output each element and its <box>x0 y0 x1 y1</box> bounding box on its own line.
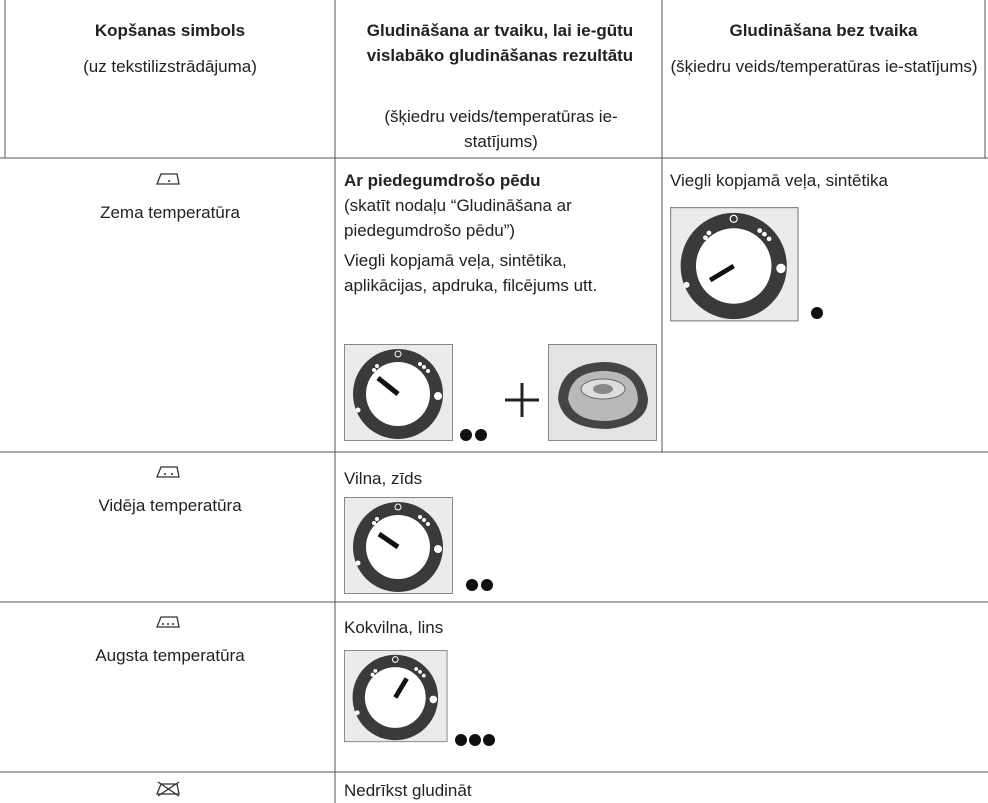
plus-sign <box>505 383 539 417</box>
cell-text: Vilna, zīds <box>344 469 423 488</box>
header-title: Gludināšana bez tvaika <box>729 21 918 40</box>
iron-shoe-image <box>548 344 657 441</box>
iron-symbol-none <box>156 781 180 797</box>
dot <box>460 429 472 441</box>
dial <box>670 206 799 322</box>
dial <box>344 497 453 594</box>
dot <box>455 734 467 746</box>
cell-text: Nedrīkst gludināt <box>344 781 472 800</box>
cell-title: Ar piedegumdrošo pēdu <box>344 171 541 190</box>
dot <box>466 579 478 591</box>
header-title: Gludināšana ar tvaiku, lai ie-gūtu visla… <box>366 21 634 65</box>
dot <box>469 734 481 746</box>
dial <box>344 649 448 743</box>
iron-symbol-medium <box>156 466 180 478</box>
header-subtitle: (šķiedru veids/temperatūras ie-statījums… <box>670 57 978 76</box>
row-label: Vidēja temperatūra <box>98 496 242 515</box>
row-label: Zema temperatūra <box>100 203 240 222</box>
cell-text: Viegli kopjamā veļa, sintētika <box>670 171 888 190</box>
dot <box>475 429 487 441</box>
cell-note: (skatīt nodaļu “Gludināšana ar piedegumd… <box>344 196 572 240</box>
row-label: Augsta temperatūra <box>95 646 245 665</box>
header-subtitle: (šķiedru veids/temperatūras ie-statījums… <box>384 107 618 151</box>
cell-text: Kokvilna, lins <box>344 618 444 637</box>
iron-symbol-high <box>156 616 180 628</box>
dot <box>481 579 493 591</box>
dial <box>344 344 453 441</box>
iron-symbol-low <box>156 173 180 185</box>
header-subtitle: (uz tekstilizstrādājuma) <box>83 57 257 76</box>
header-title: Kopšanas simbols <box>94 21 246 40</box>
dot <box>483 734 495 746</box>
cell-text: Viegli kopjamā veļa, sintētika, aplikāci… <box>344 251 598 295</box>
dot <box>811 307 823 319</box>
